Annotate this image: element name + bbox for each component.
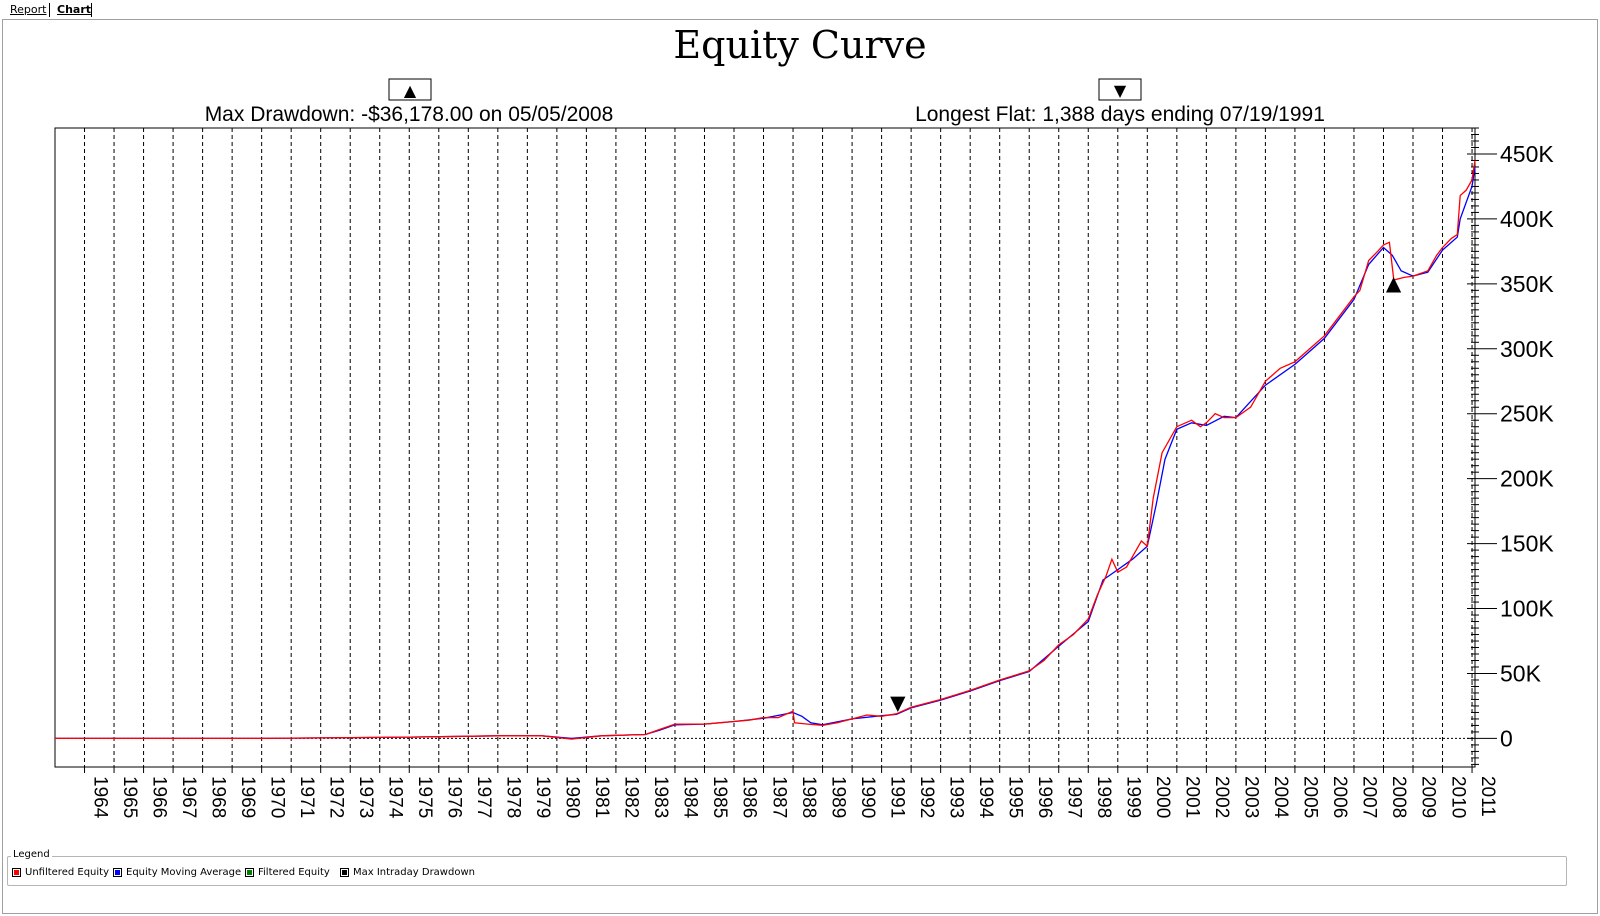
y-tick-label: 450K xyxy=(1500,141,1554,167)
x-axis: 1964 1965 1966 1967 1968 1969 1970 1971 1972 1973… xyxy=(84,767,1498,819)
x-tick-label: 1971 xyxy=(296,776,317,818)
y-tick-label: 200K xyxy=(1500,466,1554,492)
plot-area xyxy=(54,127,1476,768)
legend-label: Filtered Equity xyxy=(258,867,330,878)
x-tick-label: 1999 xyxy=(1123,776,1144,818)
x-tick-label: 1970 xyxy=(266,776,287,818)
x-tick-label: 1981 xyxy=(591,776,612,818)
legend-swatch xyxy=(113,868,122,877)
x-tick-label: 2001 xyxy=(1182,776,1203,818)
x-tick-label: 1977 xyxy=(473,776,494,818)
x-tick-label: 1995 xyxy=(1004,776,1025,818)
x-tick-label: 1974 xyxy=(384,776,405,819)
x-tick-label: 1983 xyxy=(650,776,671,818)
longest-flat-marker-icon: ▼ xyxy=(1114,81,1127,100)
x-tick-label: 1992 xyxy=(916,776,937,818)
legend-swatch xyxy=(12,868,21,877)
view-tabs: Report Chart xyxy=(0,0,1600,20)
max-drawdown-label: Max Drawdown: -$36,178.00 on 05/05/2008 xyxy=(205,103,614,126)
x-tick-label: 2007 xyxy=(1359,776,1380,818)
x-tick-label: 1985 xyxy=(709,776,730,818)
legend-label: Max Intraday Drawdown xyxy=(353,867,475,878)
tab-divider xyxy=(49,3,50,17)
x-tick-label: 2006 xyxy=(1329,776,1350,818)
x-tick-label: 1973 xyxy=(355,776,376,818)
max-drawdown-marker-box[interactable] xyxy=(388,78,432,101)
max-drawdown-plot-marker: ▲ xyxy=(1386,271,1402,295)
x-tick-label: 1982 xyxy=(621,776,642,818)
x-tick-label: 1987 xyxy=(768,776,789,818)
legend-title: Legend xyxy=(11,849,52,860)
x-tick-label: 1996 xyxy=(1034,776,1055,818)
x-tick-label: 2008 xyxy=(1388,776,1409,818)
x-tick-label: 1964 xyxy=(89,776,110,819)
legend-item-max-intraday-drawdown[interactable]: Max Intraday Drawdown xyxy=(340,867,475,878)
y-tick-label: 300K xyxy=(1500,336,1554,362)
x-tick-label: 1986 xyxy=(739,776,760,818)
x-tick-label: 1965 xyxy=(119,776,140,818)
longest-flat-plot-marker: ▼ xyxy=(890,690,906,714)
y-tick-label: 150K xyxy=(1500,531,1554,557)
tab-report[interactable]: Report xyxy=(10,3,47,16)
x-tick-label: 1968 xyxy=(207,776,228,818)
x-tick-label: 1984 xyxy=(680,776,701,819)
x-tick-label: 2011 xyxy=(1477,776,1498,817)
longest-flat-annotation: ▼ Longest Flat: 1,388 days ending 07/19/… xyxy=(915,78,1325,126)
x-tick-label: 2003 xyxy=(1241,776,1262,818)
y-axis: 0 50K 100K 150K 200K 250K 300K 350K 400K 450K xyxy=(1467,127,1554,765)
vertical-gridlines xyxy=(55,128,1475,767)
x-tick-label: 1969 xyxy=(237,776,258,818)
x-tick-label: 1989 xyxy=(827,776,848,818)
x-tick-label: 1993 xyxy=(945,776,966,818)
x-tick-label: 1990 xyxy=(857,776,878,818)
x-tick-label: 1979 xyxy=(532,776,553,818)
legend-item-equity-moving-average[interactable]: Equity Moving Average xyxy=(113,867,241,878)
annotation-markers: ▲▼ xyxy=(890,271,1402,714)
x-tick-label: 1997 xyxy=(1063,776,1084,818)
x-tick-label: 1976 xyxy=(444,776,465,818)
x-tick-label: 1988 xyxy=(798,776,819,818)
legend-label: Unfiltered Equity xyxy=(25,867,109,878)
chart-title: Equity Curve xyxy=(673,23,926,67)
x-tick-label: 2002 xyxy=(1211,776,1232,818)
x-tick-label: 2004 xyxy=(1270,776,1291,819)
y-tick-label: 350K xyxy=(1500,271,1554,297)
tab-divider xyxy=(91,3,92,17)
x-tick-label: 1978 xyxy=(503,776,524,818)
max-drawdown-annotation: ▲ Max Drawdown: -$36,178.00 on 05/05/200… xyxy=(205,78,614,126)
x-tick-label: 2010 xyxy=(1447,776,1468,818)
x-tick-label: 2005 xyxy=(1300,776,1321,818)
legend-item-filtered-equity[interactable]: Filtered Equity xyxy=(245,867,330,878)
chart-panel xyxy=(2,19,1598,914)
series-lines xyxy=(55,160,1476,740)
x-tick-label: 1972 xyxy=(325,776,346,818)
y-tick-label: 400K xyxy=(1500,206,1554,232)
series-line-equity-moving-average xyxy=(55,166,1476,740)
series-line-unfiltered-equity xyxy=(55,160,1476,740)
x-tick-label: 1975 xyxy=(414,776,435,818)
y-tick-label: 0 xyxy=(1500,725,1513,751)
x-tick-label: 1998 xyxy=(1093,776,1114,818)
y-tick-label: 250K xyxy=(1500,401,1554,427)
legend-item-unfiltered-equity[interactable]: Unfiltered Equity xyxy=(12,867,109,878)
x-tick-label: 1967 xyxy=(178,776,199,818)
legend-swatch xyxy=(340,868,349,877)
y-tick-label: 50K xyxy=(1500,660,1542,686)
x-tick-label: 2000 xyxy=(1152,776,1173,818)
x-tick-label: 2009 xyxy=(1418,776,1439,818)
x-tick-label: 1994 xyxy=(975,776,996,819)
longest-flat-label: Longest Flat: 1,388 days ending 07/19/19… xyxy=(915,103,1325,126)
y-tick-label: 100K xyxy=(1500,596,1554,622)
max-drawdown-marker-icon: ▲ xyxy=(404,81,417,100)
legend-swatch xyxy=(245,868,254,877)
longest-flat-marker-box[interactable] xyxy=(1098,78,1142,101)
x-tick-label: 1966 xyxy=(148,776,169,818)
legend-box xyxy=(7,856,1567,886)
x-tick-label: 1991 xyxy=(886,776,907,818)
tab-chart[interactable]: Chart xyxy=(57,3,92,16)
legend-label: Equity Moving Average xyxy=(126,867,242,878)
x-tick-label: 1980 xyxy=(562,776,583,818)
